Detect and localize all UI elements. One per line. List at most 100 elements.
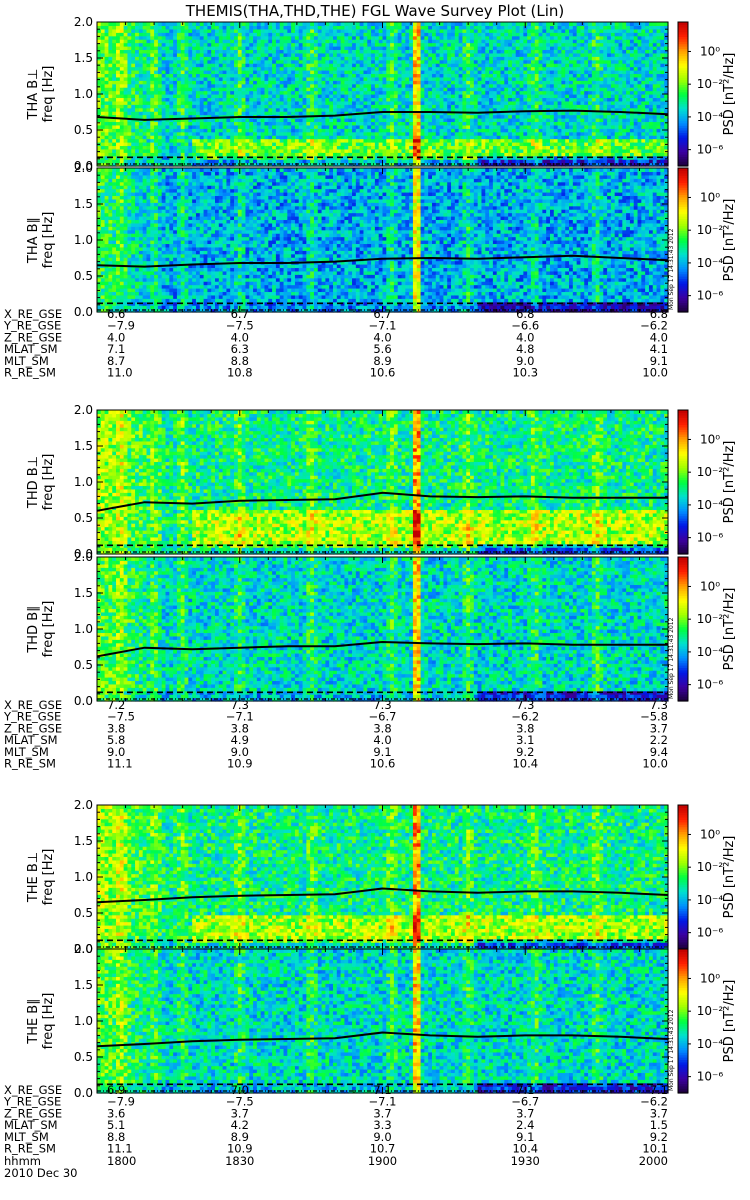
ephemeris-value: 10.3 <box>512 366 538 380</box>
ephemeris-table-2: X_RE_GSE 6.9 7.0 7.1 7.1 7.1Y_RE_GSE −7.9 −7.5−… <box>3 1083 668 1156</box>
panel-label: THE B∥ <box>26 998 41 1044</box>
colorbar-tick-label: 10⁻⁶ <box>697 1070 724 1084</box>
y-tick-label: 0.5 <box>74 269 93 283</box>
colorbar-label: PSD [nT²/Hz] <box>722 199 737 282</box>
colorbar-tick-label: 10⁰ <box>700 827 720 841</box>
colorbar-label: PSD [nT²/Hz] <box>722 441 737 524</box>
spectrogram-panel-2: 0.00.51.01.52.0 <box>74 403 669 561</box>
panel-label: THD B⊥ <box>26 456 41 509</box>
colorbar-tick-label: 10⁻⁴ <box>697 893 724 907</box>
colorbar-tick-label: 10⁰ <box>700 579 720 593</box>
timestamp-stamp: Mon Sep 17 14:31:43 2012 <box>668 617 675 699</box>
colorbar-tick-label: 10⁻⁴ <box>697 110 724 124</box>
x-tick-label: 1800 <box>107 1154 136 1168</box>
y-tick-label: 0.0 <box>74 1086 93 1100</box>
y-tick-label: 1.0 <box>74 1014 93 1028</box>
ephemeris-table-0: X_RE_GSE 6.6 6.7 6.7 6.8 6.8Y_RE_GSE −7.9 −7.5−… <box>3 307 668 380</box>
ephemeris-value: 10.0 <box>642 366 668 380</box>
y-tick-label: 1.5 <box>74 586 93 600</box>
colorbar-1: 10⁰ 10⁻² 10⁻⁴ 10⁻⁶ PSD [nT²/Hz] <box>678 168 737 313</box>
y-tick-label: 0.5 <box>74 511 93 525</box>
colorbar-tick-label: 10⁻² <box>697 465 724 479</box>
y-tick-label: 2.0 <box>74 161 93 175</box>
timestamp-stamp: Mon Sep 17 14:31:43 2012 <box>668 1009 675 1091</box>
colorbar-tick-label: 10⁻² <box>697 77 724 91</box>
y-tick-label: 1.0 <box>74 233 93 247</box>
colorbar-tick-label: 10⁻⁴ <box>697 1037 724 1051</box>
spectrogram-panel-3: 0.00.51.01.52.0 <box>74 550 669 708</box>
y-tick-label: 1.5 <box>74 978 93 992</box>
colorbar-2: 10⁰ 10⁻² 10⁻⁴ 10⁻⁶ PSD [nT²/Hz] <box>678 410 737 555</box>
timestamp-stamp: Mon Sep 17 14:31:43 2012 <box>668 228 675 310</box>
colorbar-tick-label: 10⁻⁶ <box>697 926 724 940</box>
y-tick-label: 0.0 <box>74 305 93 319</box>
ephemeris-value: 10.8 <box>227 366 253 380</box>
ephemeris-row-label: R_RE_SM <box>4 366 56 380</box>
panel-label: THA B∥ <box>26 217 41 264</box>
y-tick-label: 0.5 <box>74 658 93 672</box>
colorbar-tick-label: 10⁰ <box>700 432 720 446</box>
panel-label: THD B∥ <box>26 605 41 653</box>
freq-axis-label: freq [Hz] <box>41 454 56 511</box>
ephemeris-value: 10.6 <box>370 757 396 771</box>
spectrogram-panel-4: 0.00.51.01.52.0 <box>74 798 669 956</box>
freq-axis-label: freq [Hz] <box>41 849 56 906</box>
colorbar-label: PSD [nT²/Hz] <box>722 53 737 136</box>
colorbar-4: 10⁰ 10⁻² 10⁻⁴ 10⁻⁶ PSD [nT²/Hz] <box>678 805 737 950</box>
y-tick-label: 2.0 <box>74 15 93 29</box>
colorbar-tick-label: 10⁰ <box>700 190 720 204</box>
colorbar-tick-label: 10⁻² <box>697 860 724 874</box>
spectrogram-panel-1: 0.0 0.5 1.0 1.5 2.0 <box>74 161 669 319</box>
y-tick-label: 1.5 <box>74 439 93 453</box>
colorbar-tick-label: 10⁻⁶ <box>697 678 724 692</box>
colorbar-tick-label: 10⁻⁶ <box>697 531 724 545</box>
ephemeris-value: 10.4 <box>512 757 538 771</box>
colorbar-tick-label: 10⁻² <box>697 612 724 626</box>
y-tick-label: 1.0 <box>74 475 93 489</box>
ephemeris-value: 10.6 <box>370 366 396 380</box>
colorbar-tick-label: 10⁰ <box>700 44 720 58</box>
y-tick-label: 1.5 <box>74 51 93 65</box>
colorbar-label: PSD [nT²/Hz] <box>722 836 737 919</box>
ephemeris-value: 10.9 <box>227 757 253 771</box>
colorbar-tick-label: 10⁻⁶ <box>697 289 724 303</box>
y-tick-label: 0.5 <box>74 123 93 137</box>
colorbar-tick-label: 10⁰ <box>700 971 720 985</box>
colorbar-tick-label: 10⁻⁴ <box>697 498 724 512</box>
ephemeris-value: 10.0 <box>642 757 668 771</box>
y-tick-label: 0.5 <box>74 906 93 920</box>
colorbar-label: PSD [nT²/Hz] <box>722 980 737 1063</box>
panel-label: THE B⊥ <box>26 852 41 903</box>
ephemeris-value: 11.1 <box>107 757 133 771</box>
ephemeris-row-label: R_RE_SM <box>4 757 56 771</box>
y-tick-label: 0.5 <box>74 1050 93 1064</box>
colorbar-tick-label: 10⁻⁴ <box>697 256 724 270</box>
colorbar-tick-label: 10⁻² <box>697 223 724 237</box>
y-tick-label: 1.5 <box>74 834 93 848</box>
y-tick-label: 2.0 <box>74 942 93 956</box>
colorbar-label: PSD [nT²/Hz] <box>722 588 737 671</box>
colorbar-tick-label: 10⁻² <box>697 1004 724 1018</box>
x-tick-label: 1930 <box>511 1154 540 1168</box>
y-tick-label: 2.0 <box>74 798 93 812</box>
freq-axis-label: freq [Hz] <box>41 993 56 1050</box>
freq-axis-label: freq [Hz] <box>41 212 56 269</box>
y-tick-label: 1.0 <box>74 87 93 101</box>
date-label: 2010 Dec 30 <box>4 1166 77 1180</box>
spectrogram-panel-5: 0.0 0.5 1.0 1.5 2.0 <box>74 942 669 1100</box>
panel-label: THA B⊥ <box>26 69 41 121</box>
colorbar-5: 10⁰ 10⁻² 10⁻⁴ 10⁻⁶ PSD [nT²/Hz] <box>678 949 737 1094</box>
x-tick-label: 1830 <box>225 1154 254 1168</box>
colorbar-tick-label: 10⁻⁴ <box>697 645 724 659</box>
y-tick-label: 2.0 <box>74 403 93 417</box>
freq-axis-label: freq [Hz] <box>41 601 56 658</box>
x-tick-label: 1900 <box>368 1154 397 1168</box>
y-tick-label: 1.0 <box>74 622 93 636</box>
freq-axis-label: freq [Hz] <box>41 66 56 123</box>
y-tick-label: 1.5 <box>74 197 93 211</box>
colorbar-3: 10⁰ 10⁻² 10⁻⁴ 10⁻⁶ PSD [nT²/Hz] <box>678 557 737 702</box>
y-tick-label: 2.0 <box>74 550 93 564</box>
x-tick-label: 2000 <box>639 1154 668 1168</box>
